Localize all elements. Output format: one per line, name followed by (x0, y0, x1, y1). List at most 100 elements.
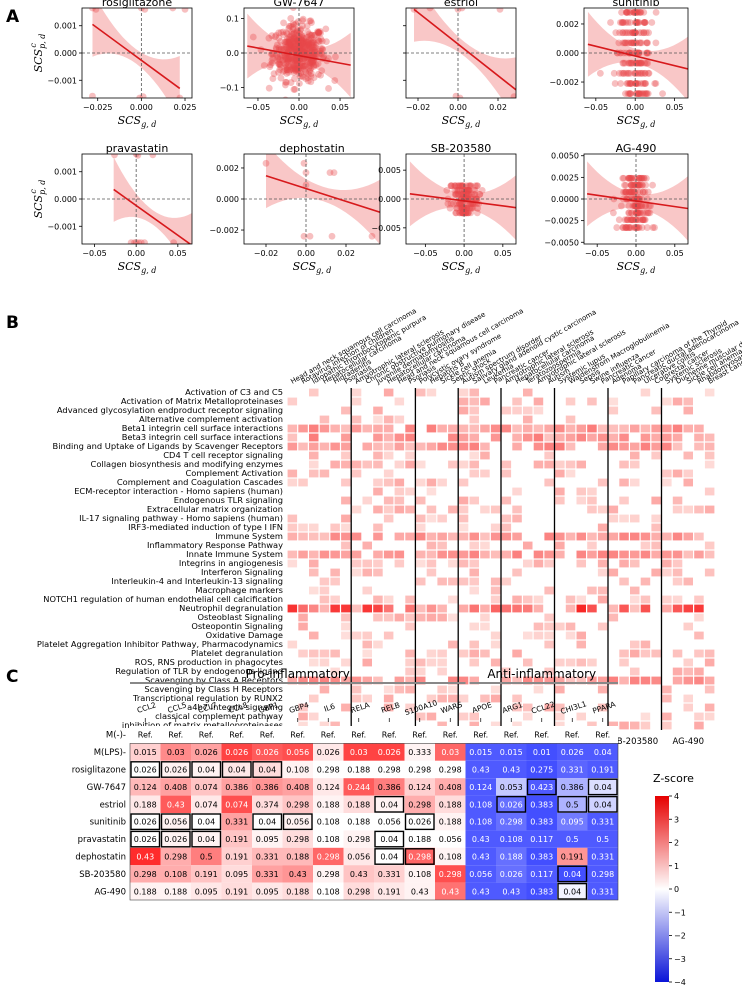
heatmap-cell (512, 487, 522, 496)
scatter-point (625, 209, 632, 217)
heatmap-cell (694, 613, 704, 622)
heatmap-cell (330, 532, 340, 541)
scatter-point (641, 69, 649, 77)
heatmap-cell (287, 433, 298, 442)
heatmap-cell (480, 604, 490, 613)
heatmap-cell (341, 532, 351, 541)
heatmap-cell (512, 721, 522, 730)
scatter-point (643, 39, 651, 47)
heatmap-cell (373, 595, 383, 604)
heatmap-cell (608, 424, 619, 433)
zscore-cell (465, 743, 496, 761)
scatter-point (458, 186, 466, 194)
scatter-point (311, 48, 319, 56)
heatmap-cell (565, 631, 576, 640)
heatmap-row-label: Extracellular matrix organization (147, 504, 283, 514)
y-tick-label: −0.001 (47, 76, 77, 85)
scatter-point (290, 44, 298, 52)
heatmap-cell (683, 694, 693, 703)
heatmap-cell (672, 559, 683, 568)
zscore-cell (374, 795, 405, 813)
heatmap-cell (437, 541, 447, 550)
scatter-point (289, 42, 297, 50)
heatmap-cell (469, 406, 479, 415)
scatter-point (644, 49, 652, 57)
scatter-point (466, 182, 473, 190)
heatmap-cell (576, 460, 586, 469)
heatmap-cell (480, 649, 490, 658)
heatmap-cell (458, 505, 469, 514)
heatmap-cell (373, 676, 383, 685)
heatmap-cell (630, 514, 640, 523)
heatmap-row-label: IL-17 signaling pathway - Homo sapiens (… (79, 513, 283, 523)
zscore-cell (557, 882, 588, 900)
zscore-cell (191, 847, 222, 866)
zscore-cell (191, 813, 222, 831)
heatmap-cell (469, 496, 479, 505)
scatter-point (292, 42, 300, 50)
scatter-point (298, 40, 306, 47)
zscore-value: 0.383 (530, 800, 553, 809)
x-axis-label-subscript: g, d (640, 266, 655, 275)
heatmap-cell (394, 559, 405, 568)
scatter-point (270, 70, 278, 78)
scatter-point (306, 62, 314, 70)
zscore-value: 0.056 (286, 748, 309, 757)
zscore-cell (496, 795, 527, 813)
scatter-point (626, 69, 634, 77)
scatter-point (454, 190, 462, 198)
scatter-point (635, 202, 643, 210)
scatter-point (267, 50, 275, 58)
scatter-point (456, 186, 464, 194)
y-tick-label: 0.0025 (551, 173, 579, 182)
zscore-cell (374, 778, 405, 796)
heatmap-cell (490, 595, 501, 604)
scatter-point (651, 224, 658, 231)
scatter-point (473, 209, 481, 217)
heatmap-row-label: Interleukin-4 and Interleukin-13 signali… (111, 576, 283, 586)
scatter-point (282, 78, 290, 86)
heatmap-cell (448, 550, 458, 559)
zscore-value: 0.43 (289, 870, 307, 879)
scatter-point (622, 188, 630, 196)
heatmap-cell (480, 541, 490, 550)
heatmap-cell (597, 424, 608, 433)
zscore-cell (526, 847, 557, 866)
scatter-point (462, 182, 470, 190)
heatmap-cell (416, 478, 426, 487)
heatmap-cell (640, 442, 651, 451)
group-label: AG-490 (672, 737, 704, 747)
heatmap-cell (287, 550, 298, 559)
heatmap-cell (383, 433, 394, 442)
zscore-cell (557, 847, 588, 866)
heatmap-cell (490, 631, 501, 640)
scatter-point (638, 59, 646, 67)
scatter-point (275, 29, 283, 37)
scatter-point (620, 188, 628, 196)
scatter-point (632, 209, 640, 217)
zscore-cell (435, 778, 466, 796)
scatter-point (296, 56, 304, 63)
scatter-point (309, 59, 317, 66)
zscore-value: 0.026 (195, 748, 218, 757)
heatmap-cell (619, 496, 629, 505)
zscore-cell (313, 830, 344, 848)
significance-box (557, 795, 588, 813)
heatmap-cell (555, 550, 565, 559)
heatmap-cell (533, 631, 544, 640)
heatmap-cell (704, 676, 715, 685)
zscore-cell (221, 778, 252, 796)
zscore-value: 0.04 (594, 748, 612, 757)
scatter-point (285, 38, 293, 46)
heatmap-cell (651, 568, 661, 577)
scatter-point (306, 59, 314, 67)
heatmap-cell (287, 604, 298, 613)
subplot-title: GW-7647 (274, 0, 325, 9)
scatter-point (459, 209, 467, 217)
zscore-value: 0.331 (378, 870, 401, 879)
significance-box (191, 761, 222, 778)
heatmap-cell (619, 649, 629, 658)
zscore-value: 0.191 (195, 870, 218, 879)
heatmap-cell (640, 604, 651, 613)
scatter-point (281, 38, 289, 46)
